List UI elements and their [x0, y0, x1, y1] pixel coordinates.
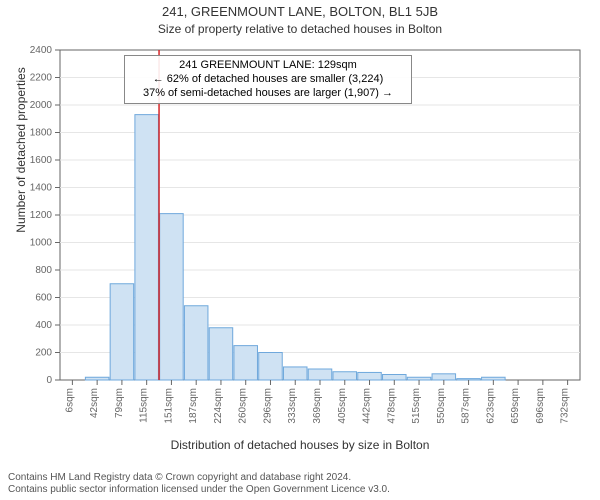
- svg-text:659sqm: 659sqm: [510, 388, 521, 424]
- histogram-bar: [308, 369, 332, 380]
- svg-text:587sqm: 587sqm: [461, 388, 472, 424]
- svg-text:478sqm: 478sqm: [386, 388, 397, 424]
- svg-text:151sqm: 151sqm: [163, 388, 174, 424]
- svg-text:79sqm: 79sqm: [114, 388, 125, 418]
- y-axis-label: Number of detached properties: [14, 0, 28, 315]
- annotation-box: 241 GREENMOUNT LANE: 129sqm ← 62% of det…: [124, 55, 412, 104]
- svg-text:296sqm: 296sqm: [262, 388, 273, 424]
- svg-text:550sqm: 550sqm: [436, 388, 447, 424]
- histogram-bar: [333, 372, 357, 380]
- x-axis-label: Distribution of detached houses by size …: [0, 438, 600, 452]
- svg-text:2400: 2400: [30, 45, 53, 56]
- svg-text:333sqm: 333sqm: [287, 388, 298, 424]
- svg-text:400: 400: [35, 320, 52, 331]
- svg-text:2200: 2200: [30, 73, 53, 84]
- svg-text:187sqm: 187sqm: [188, 388, 199, 424]
- histogram-bar: [283, 367, 307, 380]
- svg-text:0: 0: [46, 375, 52, 386]
- svg-text:1800: 1800: [30, 128, 53, 139]
- svg-text:1600: 1600: [30, 155, 53, 166]
- footer-line-2: Contains public sector information licen…: [8, 484, 592, 496]
- svg-text:696sqm: 696sqm: [535, 388, 546, 424]
- histogram-bar: [407, 377, 431, 380]
- histogram-bar: [482, 377, 506, 380]
- svg-text:2000: 2000: [30, 100, 53, 111]
- svg-text:732sqm: 732sqm: [560, 388, 571, 424]
- histogram-bar: [85, 377, 109, 380]
- histogram-bar: [432, 374, 456, 380]
- annotation-line-2: ← 62% of detached houses are smaller (3,…: [133, 73, 403, 87]
- histogram-bar: [160, 214, 184, 380]
- histogram-bar: [259, 353, 283, 381]
- svg-text:1000: 1000: [30, 238, 53, 249]
- svg-text:42sqm: 42sqm: [89, 388, 100, 418]
- svg-text:515sqm: 515sqm: [411, 388, 422, 424]
- svg-text:1200: 1200: [30, 210, 53, 221]
- histogram-bar: [358, 372, 382, 380]
- svg-text:224sqm: 224sqm: [213, 388, 224, 424]
- annotation-line-1: 241 GREENMOUNT LANE: 129sqm: [133, 59, 403, 73]
- svg-text:405sqm: 405sqm: [337, 388, 348, 424]
- footer-attribution: Contains HM Land Registry data © Crown c…: [8, 472, 592, 496]
- annotation-line-3: 37% of semi-detached houses are larger (…: [133, 87, 403, 101]
- svg-text:6sqm: 6sqm: [64, 388, 75, 412]
- svg-text:115sqm: 115sqm: [139, 388, 150, 423]
- footer-line-1: Contains HM Land Registry data © Crown c…: [8, 472, 592, 484]
- histogram-bar: [457, 379, 481, 380]
- histogram-bar: [234, 346, 258, 380]
- histogram-bar: [383, 375, 407, 381]
- histogram-bar: [110, 284, 134, 380]
- svg-text:260sqm: 260sqm: [238, 388, 249, 424]
- histogram-bar: [184, 306, 208, 380]
- svg-text:369sqm: 369sqm: [312, 388, 323, 424]
- chart-container: 241, GREENMOUNT LANE, BOLTON, BL1 5JB Si…: [0, 0, 600, 500]
- svg-text:442sqm: 442sqm: [362, 388, 373, 424]
- histogram-bar: [135, 115, 159, 380]
- svg-text:600: 600: [35, 293, 52, 304]
- svg-text:800: 800: [35, 265, 52, 276]
- svg-text:200: 200: [35, 348, 52, 359]
- svg-text:623sqm: 623sqm: [485, 388, 496, 424]
- histogram-bar: [209, 328, 233, 380]
- svg-text:1400: 1400: [30, 183, 53, 194]
